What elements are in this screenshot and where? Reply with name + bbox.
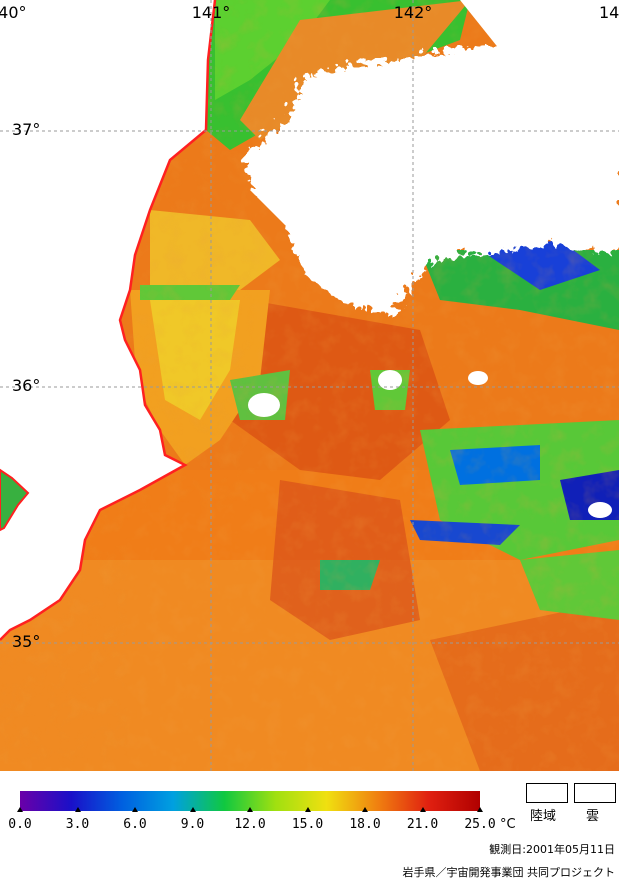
colorbar-tick-mark bbox=[419, 807, 426, 812]
colorbar-tick-mark bbox=[17, 807, 23, 812]
colorbar-tick-label: 25.0 bbox=[464, 817, 496, 832]
colorbar-tick-mark bbox=[477, 807, 483, 812]
credit-line: 岩手県／宇宙開発事業団 共同プロジェクト bbox=[402, 866, 616, 879]
cloud-key-label: 雲 bbox=[586, 809, 600, 824]
latitude-label-37: 37° bbox=[12, 120, 40, 139]
observation-date: 観測日:2001年05月11日 bbox=[489, 843, 615, 856]
colorbar-tick-label: 12.0 bbox=[234, 817, 266, 832]
colorbar-tick-label: 6.0 bbox=[123, 817, 147, 832]
colorbar-tick-mark bbox=[304, 807, 311, 812]
latitude-label-36: 36° bbox=[12, 376, 40, 395]
colorbar-tick-label: 21.0 bbox=[406, 817, 439, 832]
colorbar-tick-label: 9.0 bbox=[180, 817, 205, 832]
cloud-areas bbox=[240, 0, 619, 518]
colorbar-tick-mark bbox=[74, 807, 81, 812]
colorbar-tick-label: 3.0 bbox=[65, 817, 90, 832]
land-key-label: 陸域 bbox=[530, 809, 557, 824]
colorbar-tick-label: 0.0 bbox=[8, 817, 32, 832]
coastline bbox=[0, 0, 217, 641]
land-key-swatch bbox=[526, 783, 568, 803]
colorbar-tick-label: 15.0 bbox=[291, 817, 324, 832]
cloud-key-swatch bbox=[574, 783, 616, 803]
longitude-label-141: 141° bbox=[192, 3, 231, 22]
colorbar-tick-mark bbox=[189, 807, 196, 812]
longitude-label-140: 140° bbox=[0, 3, 27, 22]
colorbar-tick-mark bbox=[247, 807, 253, 812]
latitude-label-35: 35° bbox=[12, 632, 40, 651]
coordinate-labels: 140° 141° 142° 14 37° 36° 35° bbox=[0, 3, 619, 651]
longitude-label-143: 14 bbox=[599, 3, 619, 22]
legend-panel: 0.0 3.0 6.0 9.0 12.0 15.0 18.0 21.0 25.0 °C 陸域 雲… bbox=[0, 771, 619, 881]
island bbox=[0, 468, 30, 532]
unit-label: °C bbox=[500, 817, 516, 832]
longitude-label-142: 142° bbox=[394, 3, 433, 22]
colorbar-tick-mark bbox=[362, 807, 368, 812]
sea-surface-temperature-map: 140° 141° 142° 14 37° 36° 35° bbox=[0, 0, 619, 771]
colorbar-tick-label: 18.0 bbox=[349, 817, 381, 832]
temperature-colorbar bbox=[20, 791, 480, 811]
colorbar-tick-mark bbox=[132, 807, 138, 812]
coordinate-grid bbox=[0, 0, 619, 771]
